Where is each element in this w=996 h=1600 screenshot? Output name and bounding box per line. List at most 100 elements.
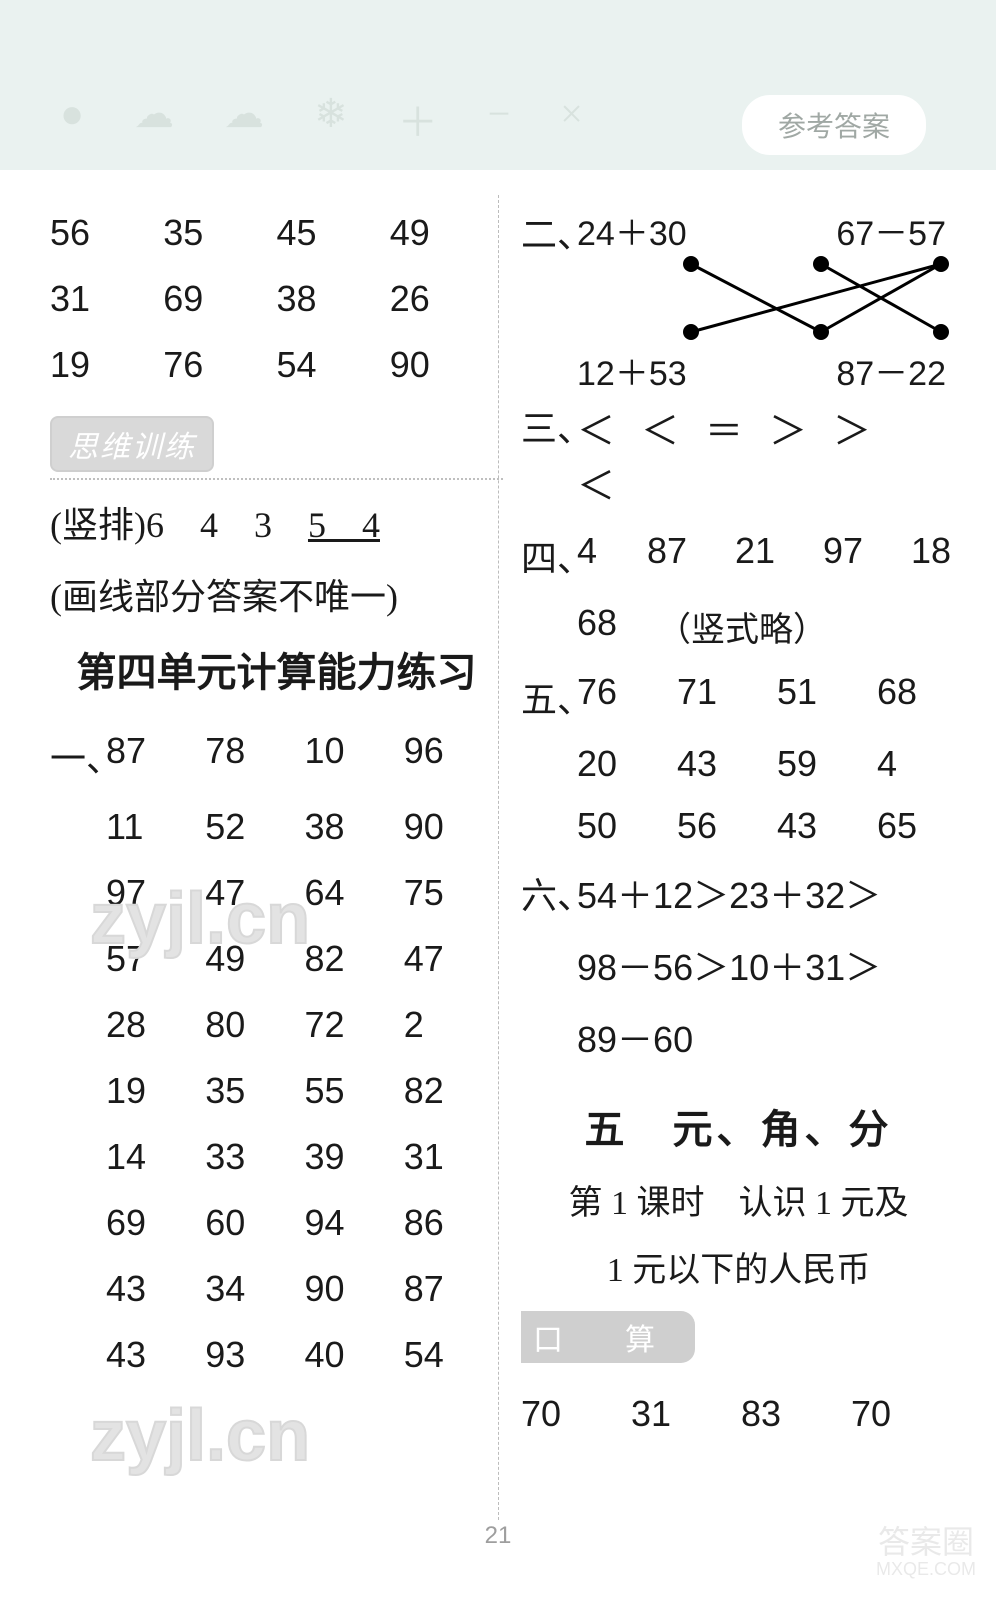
times-icon: × bbox=[560, 90, 583, 148]
num-cell: 39 bbox=[305, 1124, 404, 1190]
answer-key-badge: 参考答案 bbox=[742, 95, 926, 155]
num-cell: 54 bbox=[277, 332, 390, 398]
section-5-row2: 20 43 59 4 bbox=[521, 733, 956, 795]
num-cell: 19 bbox=[106, 1058, 205, 1124]
num-cell: 94 bbox=[305, 1190, 404, 1256]
section-4-row1: 四、 4 87 21 97 18 bbox=[521, 520, 956, 592]
badge-line2: MXQE.COM bbox=[876, 1560, 976, 1580]
lesson-title-line1: 第 1 课时 认识 1 元及 bbox=[521, 1175, 956, 1224]
num-cell: 21 bbox=[735, 530, 823, 582]
num-cell: 65 bbox=[877, 805, 917, 847]
num-cell: 97 bbox=[823, 530, 911, 582]
num-cell: 83 bbox=[741, 1393, 851, 1435]
num-cell: 71 bbox=[677, 671, 777, 723]
matching-diagram bbox=[561, 220, 981, 390]
num-cell: 64 bbox=[305, 860, 404, 926]
mental-math-label: 口 算 bbox=[521, 1311, 695, 1363]
section-6-label: 六、 bbox=[521, 867, 577, 919]
section-6-line1: 六、 54＋12＞23＋32＞ bbox=[521, 857, 956, 929]
num-cell: 76 bbox=[163, 332, 276, 398]
section-2-matching: 二、 24＋30 67－57 12＋53 87－22 bbox=[521, 200, 956, 390]
num-cell: 18 bbox=[911, 530, 951, 582]
num-cell: 28 bbox=[106, 992, 205, 1058]
num-cell: 60 bbox=[205, 1190, 304, 1256]
section-1-grid: 一、 87 78 10 96 11523890 97476475 5749824… bbox=[50, 718, 503, 1388]
num-cell: 75 bbox=[404, 860, 503, 926]
num-cell: 19 bbox=[50, 332, 163, 398]
num-cell: 69 bbox=[106, 1190, 205, 1256]
num-cell: 76 bbox=[577, 671, 677, 723]
num-cell: 4 bbox=[577, 530, 647, 582]
num-cell: 47 bbox=[404, 926, 503, 992]
num-cell: 43 bbox=[106, 1256, 205, 1322]
num-cell: 35 bbox=[163, 200, 276, 266]
left-column: 56 35 45 49 31 69 38 26 19 76 54 90 思维训练… bbox=[50, 200, 503, 1530]
num-cell: 82 bbox=[305, 926, 404, 992]
num-cell: 87 bbox=[106, 718, 205, 794]
num-cell: 10 bbox=[305, 718, 404, 794]
section-5-label: 五、 bbox=[521, 671, 577, 723]
num-cell: 2 bbox=[404, 992, 503, 1058]
num-cell: 45 bbox=[277, 200, 390, 266]
num-cell: 49 bbox=[205, 926, 304, 992]
section-3-row: 三、 ＜＜＝＞＞＜ bbox=[521, 390, 956, 520]
section-4-row2: 68 （竖式略） bbox=[521, 592, 956, 661]
chain-text: 89－60 bbox=[577, 1011, 693, 1063]
badge-line1: 答案圈 bbox=[876, 1525, 976, 1560]
num-cell: 33 bbox=[205, 1124, 304, 1190]
num-cell: 72 bbox=[305, 992, 404, 1058]
cloud-icon: ☁ bbox=[224, 90, 264, 148]
num-cell: 86 bbox=[404, 1190, 503, 1256]
num-cell: 82 bbox=[404, 1058, 503, 1124]
right-column: 二、 24＋30 67－57 12＋53 87－22 三、 ＜＜＝＞＞＜ 四、 … bbox=[503, 200, 956, 1530]
num-cell: 52 bbox=[205, 794, 304, 860]
plus-icon: ＋ bbox=[398, 90, 438, 148]
num-cell: 90 bbox=[404, 794, 503, 860]
num-cell: 68 bbox=[877, 671, 917, 723]
sun-icon: ● bbox=[60, 90, 84, 148]
num-cell: 97 bbox=[106, 860, 205, 926]
num-cell: 59 bbox=[777, 743, 877, 785]
num-cell: 55 bbox=[305, 1058, 404, 1124]
thinking-line-2: (画线部分答案不唯一) bbox=[50, 568, 503, 620]
num-cell: 56 bbox=[677, 805, 777, 847]
num-cell: 96 bbox=[404, 718, 503, 794]
section-5-row1: 五、 76 71 51 68 bbox=[521, 661, 956, 733]
num-cell: 26 bbox=[390, 266, 503, 332]
num-cell: 43 bbox=[677, 743, 777, 785]
num-cell: 31 bbox=[631, 1393, 741, 1435]
site-watermark-badge: 答案圈 MXQE.COM bbox=[876, 1525, 976, 1580]
section-3-label: 三、 bbox=[521, 400, 577, 510]
lesson-title-line2: 1 元以下的人民币 bbox=[521, 1242, 956, 1291]
num-cell: 35 bbox=[205, 1058, 304, 1124]
dotted-separator bbox=[50, 478, 503, 480]
num-cell: 70 bbox=[851, 1393, 891, 1435]
vertical-form-omitted: （竖式略） bbox=[657, 602, 827, 651]
num-cell: 4 bbox=[877, 743, 897, 785]
chapter-5-title: 五 元、角、分 bbox=[521, 1097, 956, 1155]
minus-icon: − bbox=[488, 90, 511, 148]
num-cell: 87 bbox=[404, 1256, 503, 1322]
num-cell: 43 bbox=[777, 805, 877, 847]
num-cell: 78 bbox=[205, 718, 304, 794]
page-header: ● ☁ ☁ ❄ ＋ − × 参考答案 bbox=[0, 0, 996, 170]
num-cell: 51 bbox=[777, 671, 877, 723]
header-icon-row: ● ☁ ☁ ❄ ＋ − × bbox=[60, 90, 583, 148]
chain-text: 54＋12＞23＋32＞ bbox=[577, 867, 881, 919]
section-1-label: 一、 bbox=[50, 718, 106, 794]
unit4-title: 第四单元计算能力练习 bbox=[50, 640, 503, 698]
num-cell: 49 bbox=[390, 200, 503, 266]
num-cell: 80 bbox=[205, 992, 304, 1058]
num-cell: 68 bbox=[577, 602, 657, 651]
top-number-grid: 56 35 45 49 31 69 38 26 19 76 54 90 bbox=[50, 200, 503, 398]
num-cell: 56 bbox=[50, 200, 163, 266]
num-cell: 11 bbox=[106, 794, 205, 860]
num-cell: 93 bbox=[205, 1322, 304, 1388]
num-cell: 43 bbox=[106, 1322, 205, 1388]
num-cell: 70 bbox=[521, 1393, 631, 1435]
mental-math-row: 70 31 83 70 bbox=[521, 1383, 956, 1445]
thinking-training-label: 思维训练 bbox=[50, 416, 214, 472]
section-5-row3: 50 56 43 65 bbox=[521, 795, 956, 857]
num-cell: 31 bbox=[404, 1124, 503, 1190]
snowflake-icon: ❄ bbox=[314, 90, 348, 148]
